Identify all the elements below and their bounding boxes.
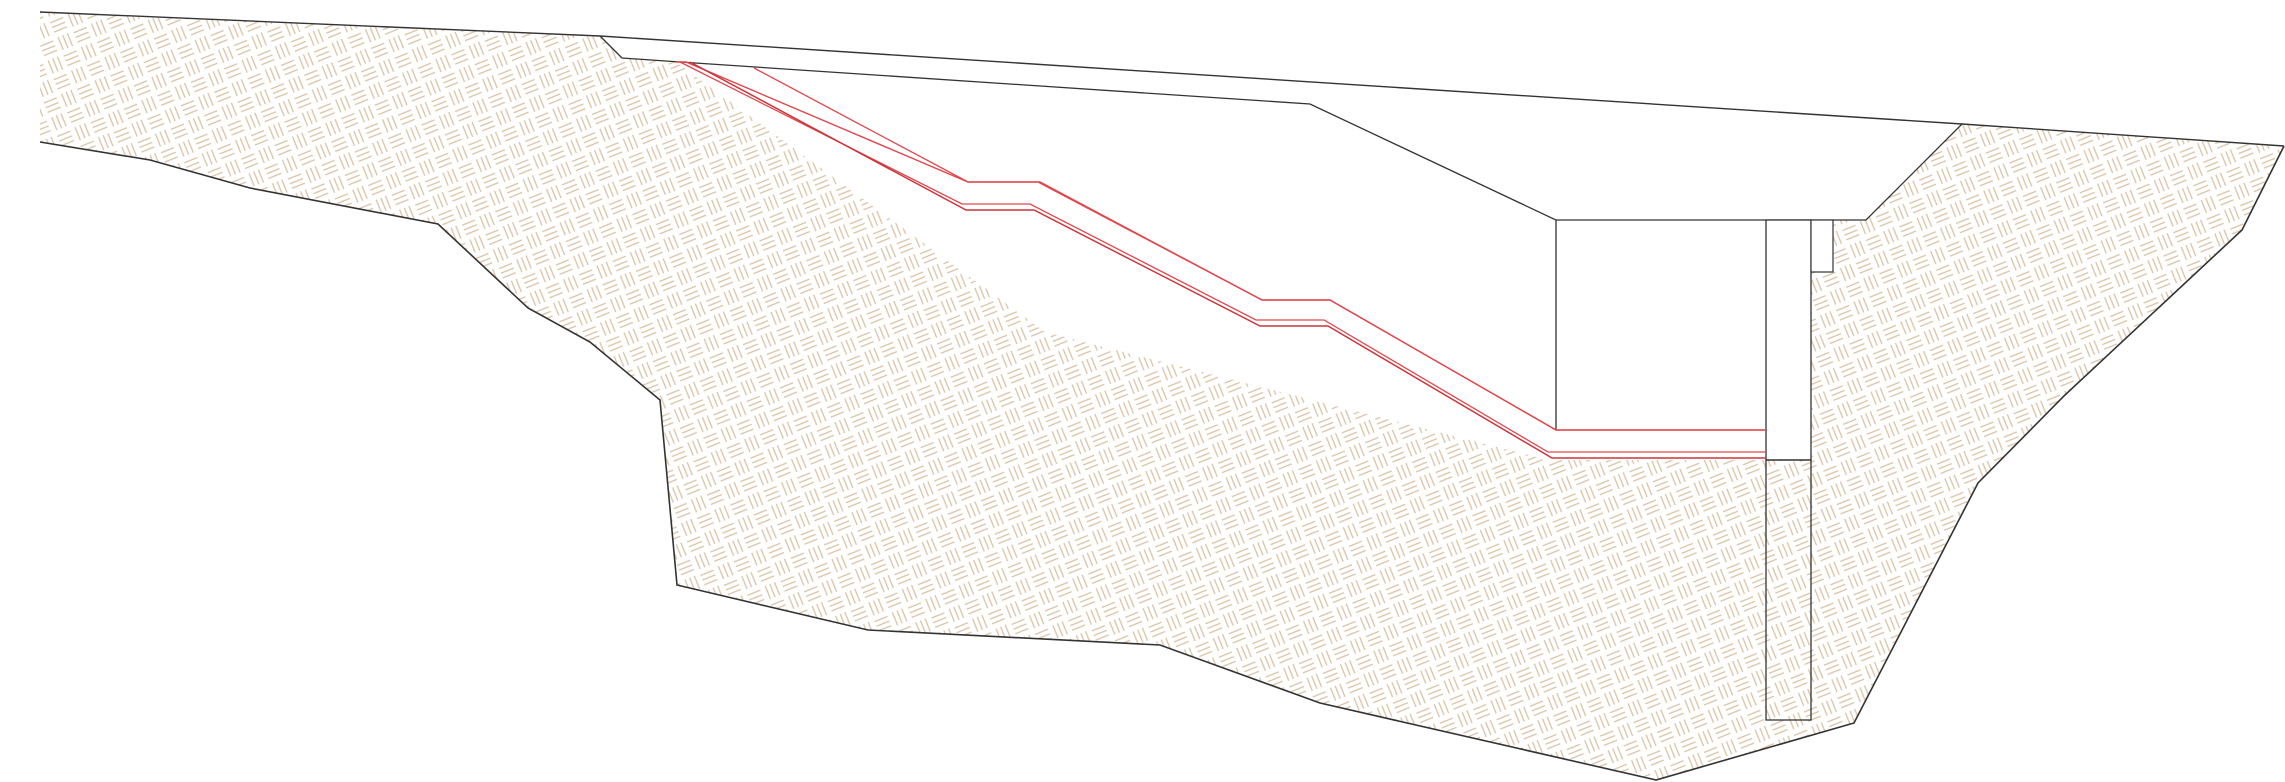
soil-outline <box>39 141 2285 781</box>
red-line-3 <box>689 61 1766 459</box>
box-structure-fill <box>1556 220 1766 460</box>
cutoff-pile <box>1765 459 1812 721</box>
red-line-1 <box>753 67 1766 431</box>
box-structure <box>1765 219 1812 461</box>
red-line-2 <box>679 61 1766 453</box>
small-cap-block <box>1810 219 1834 273</box>
excavation-outline <box>599 35 1557 430</box>
excavation-void <box>676 62 1766 460</box>
soil-embankment <box>40 12 2284 780</box>
top-ground-line <box>39 11 2285 147</box>
